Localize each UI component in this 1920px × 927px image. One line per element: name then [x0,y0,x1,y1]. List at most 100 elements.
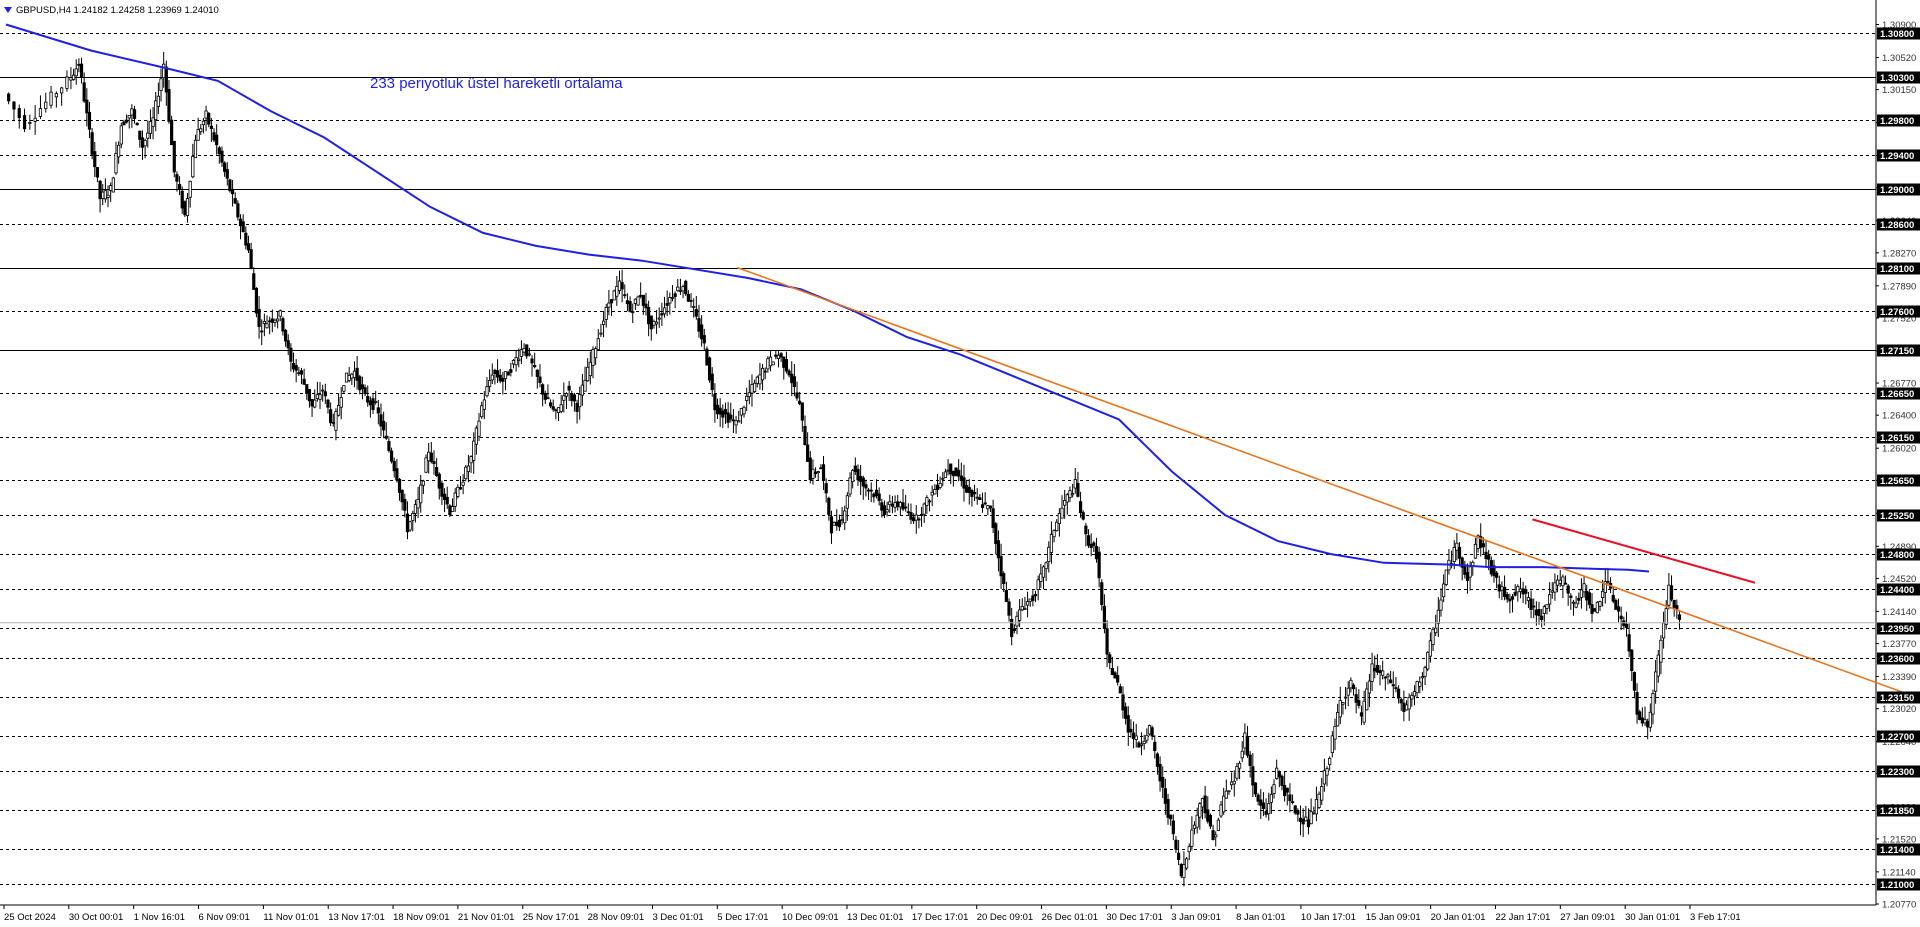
candle-body [331,421,335,424]
candle-body [164,66,168,93]
candles[interactable] [0,51,1876,887]
candle-body [914,514,918,521]
candle-body [745,395,749,401]
price-tick-label: 1.27890 [1882,281,1916,292]
candle-body [12,101,16,110]
candle-body [1667,584,1671,606]
candle-body [1664,608,1668,625]
candle-body [246,243,251,251]
candle-body [1402,702,1406,712]
candle-body [124,119,129,123]
chart-header: GBPUSD,H4 1.24182 1.24258 1.23969 1.2401… [4,5,219,16]
candle-body [1338,700,1342,718]
candle-body [223,162,227,172]
candle-body [162,63,166,79]
candle-body [514,357,518,366]
candle-body [1518,588,1523,592]
candle-body [1333,725,1337,740]
candle-body [753,382,757,392]
time-axis-labels: 25 Oct 2024 30 Oct 00:01 1 Nov 16:01 6 Nov … [3,905,1741,923]
candle-body [252,273,256,290]
candle-body [1200,798,1205,808]
candle-body [1593,608,1597,612]
candle-body [1601,590,1605,599]
candle-body [204,110,208,119]
candle-body [771,361,775,366]
trendline-orange[interactable] [737,266,1920,724]
candle-body [170,119,174,146]
candle-body [1118,686,1122,694]
candle-body [1237,762,1242,769]
candle-body [49,91,53,106]
candle-body [615,286,619,297]
candle-body [776,354,781,359]
candle-body [636,296,640,306]
candle-body [996,540,1001,559]
level-badge-label: 1.21850 [1880,806,1914,817]
candle-body [1320,786,1324,801]
candle-body [1097,551,1101,579]
candle-body [943,471,948,478]
candle-body [440,482,444,497]
level-badge [1877,765,1920,778]
candle-body [1015,615,1019,627]
candle-body [1248,754,1252,766]
candle-body [1561,576,1565,587]
price-tick-label: 1.24890 [1882,542,1916,553]
candle-body [103,190,107,200]
candle-body [1359,712,1364,717]
candle-body [1121,694,1125,711]
level-badge [1877,583,1920,596]
candle-body [527,353,531,356]
candle-body [199,128,203,133]
level-badge-label: 1.29400 [1880,151,1914,162]
candle-body [1227,790,1231,793]
candle-body [191,155,195,178]
ema-233-path[interactable] [5,23,1650,573]
level-badge [1877,387,1920,400]
ema-233-line[interactable] [5,23,1650,573]
candle-body [450,506,455,512]
candle-body [260,330,264,333]
candle-body [755,376,759,384]
trendline-red[interactable] [1532,518,1756,584]
candle-body [827,497,831,515]
candle-body [117,144,121,158]
candle-body [1627,634,1631,652]
candle-body [652,320,656,326]
candle-body [1553,582,1557,593]
candle-body [1412,691,1417,697]
candle-body [490,374,494,381]
candle-body [291,362,296,370]
candle-body [1577,597,1581,601]
candle-body [1259,799,1263,806]
candle-body [122,121,126,126]
candle-body [1253,782,1258,795]
candle-body [371,398,375,410]
candle-body [957,469,961,477]
candle-body [503,371,508,380]
candle-body [193,139,198,159]
candle-body [69,77,73,81]
time-tick-label: 3 Feb 17:01 [1690,912,1741,923]
candle-body [713,393,717,411]
candle-body [310,398,314,407]
candle-body [225,169,229,179]
candle-body [808,457,812,481]
trendlines[interactable] [737,266,1920,724]
symbol-dropdown-icon[interactable] [4,7,12,13]
candle-body [843,510,847,524]
candle-body [270,318,274,323]
price-tick-label: 1.24520 [1882,574,1916,585]
candle-body [1004,589,1008,602]
candle-body [1230,781,1234,786]
candle-body [1222,795,1226,813]
candle-body [631,311,635,314]
candle-body [313,399,317,408]
candle-body [1672,600,1676,608]
candle-body [268,320,272,323]
candle-body [1139,743,1144,746]
candle-body [509,369,513,373]
